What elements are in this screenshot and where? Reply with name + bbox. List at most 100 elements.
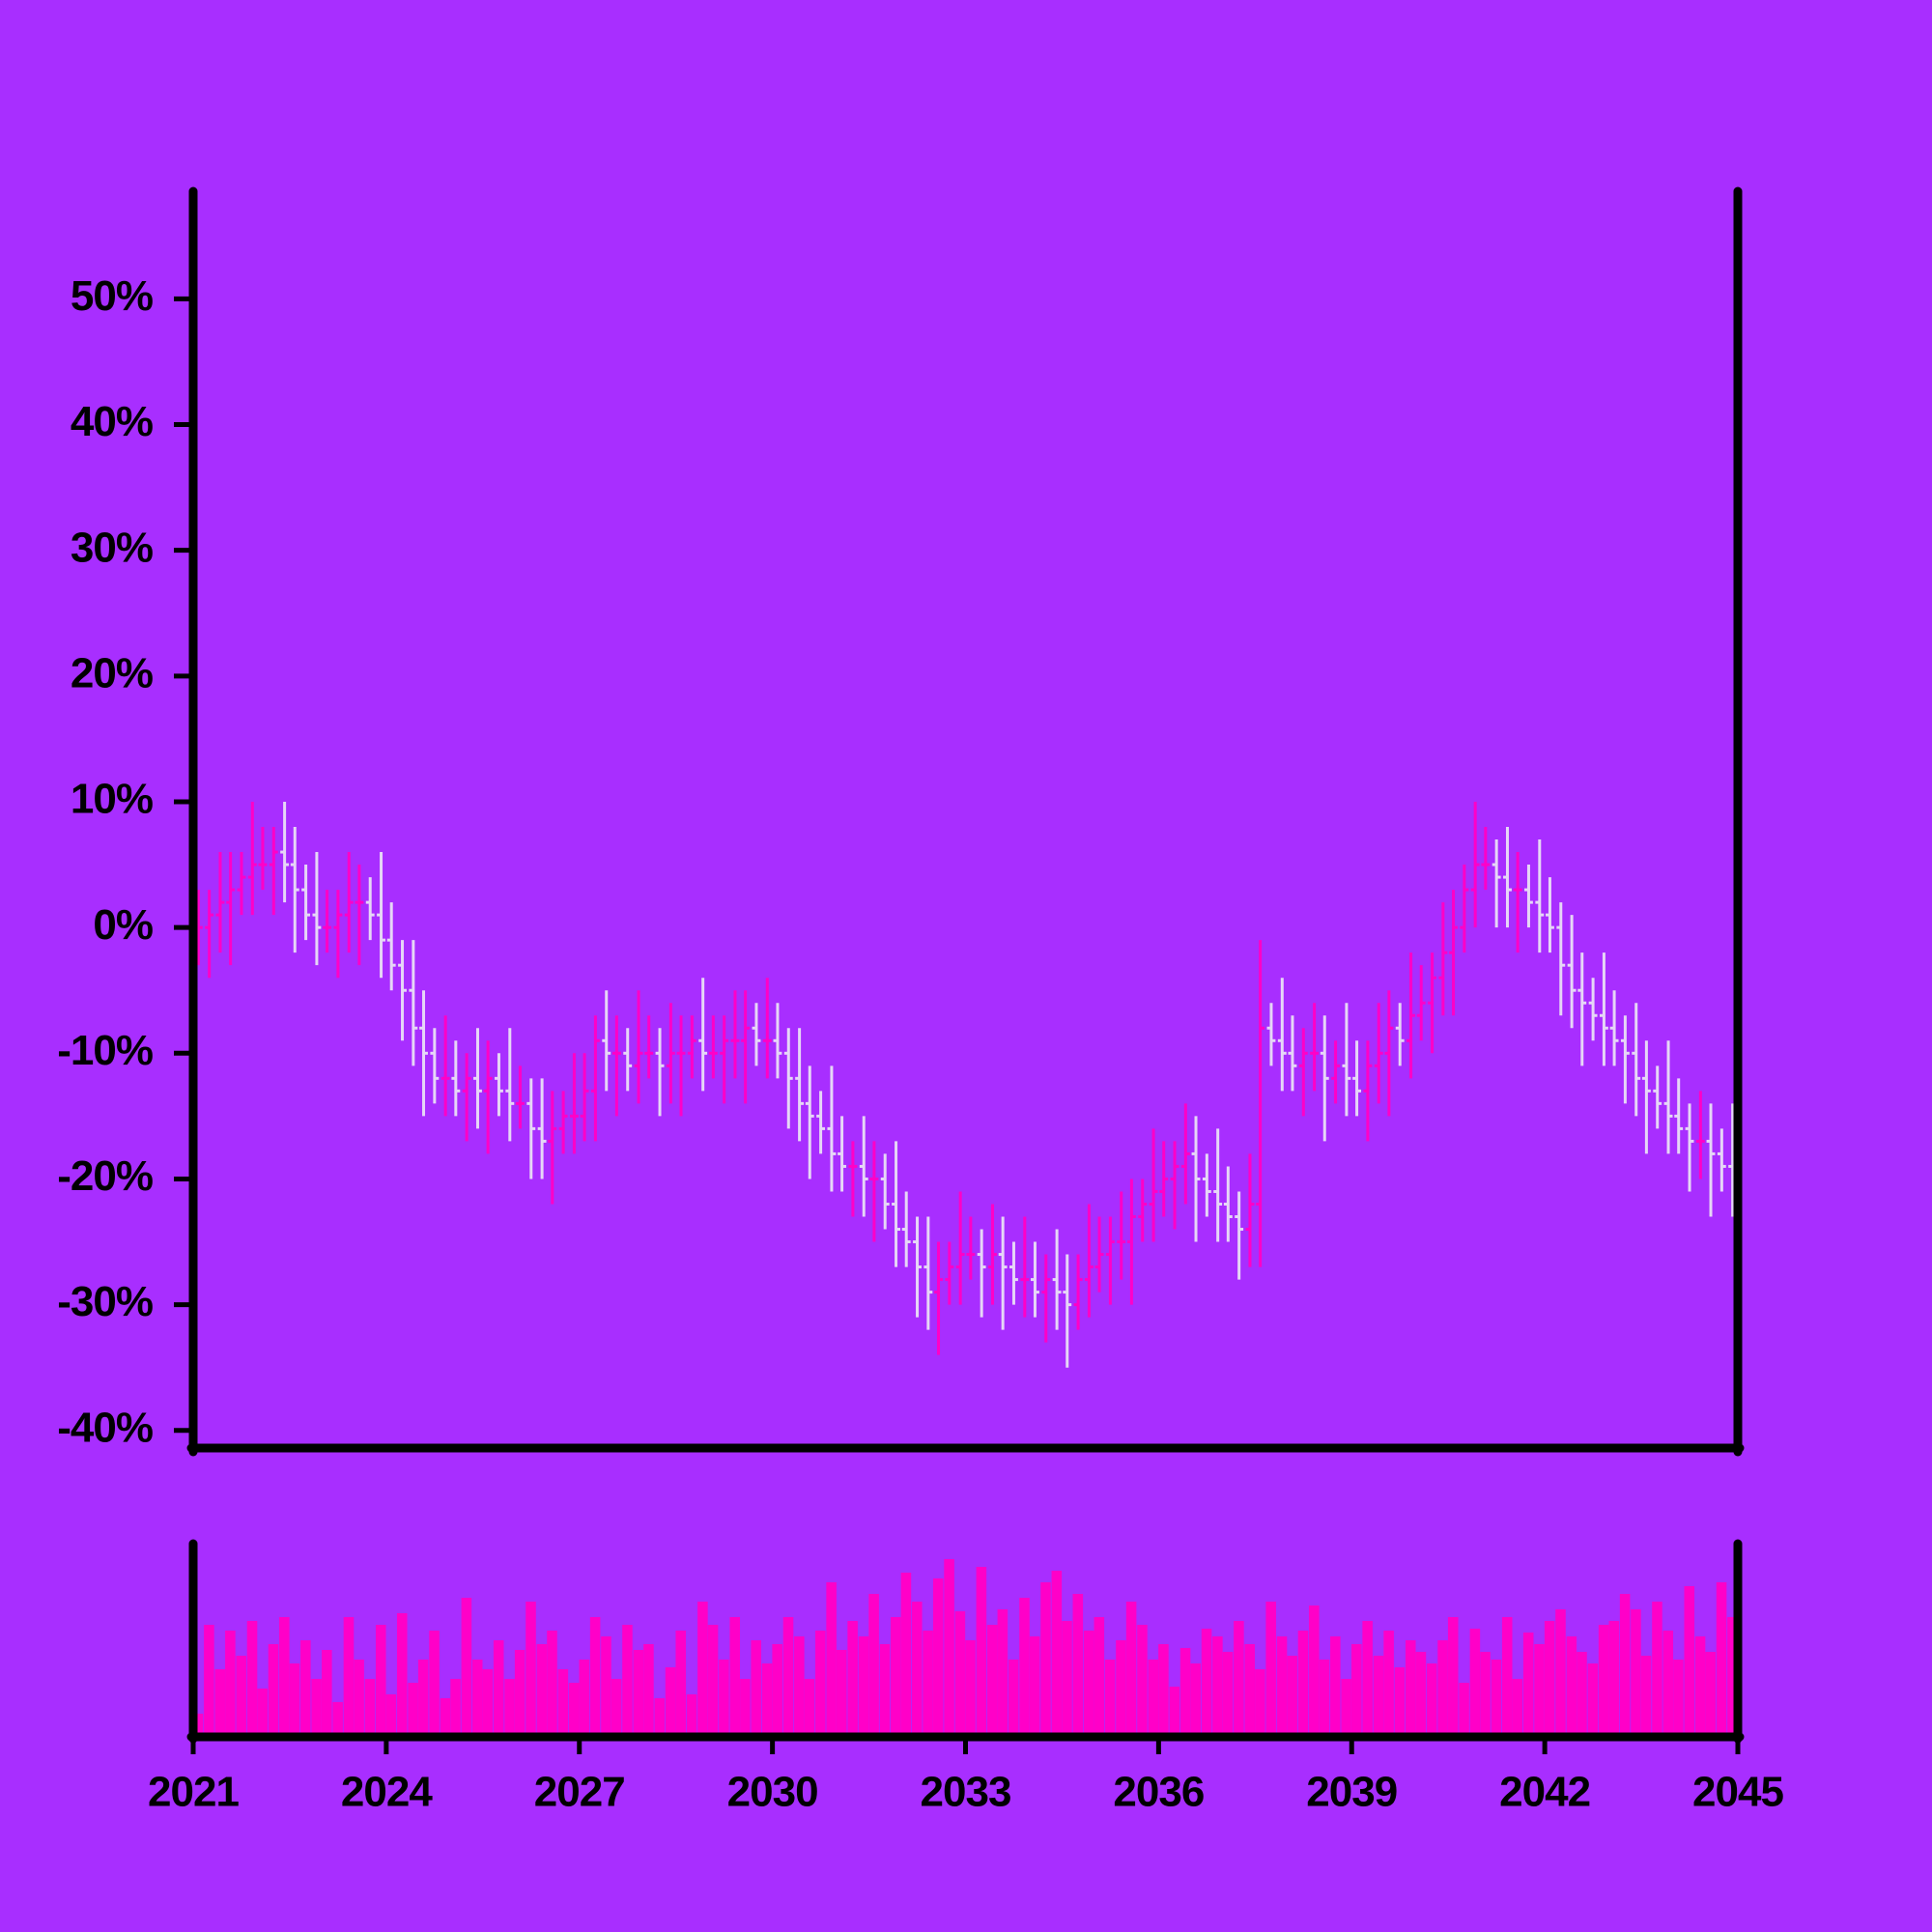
y-tick-label: 50% bbox=[71, 272, 153, 320]
volume-bar bbox=[1673, 1660, 1684, 1737]
volume-bar bbox=[686, 1694, 697, 1737]
volume-bar bbox=[965, 1640, 976, 1737]
y-tick-label: 20% bbox=[71, 649, 153, 696]
volume-bar bbox=[1116, 1640, 1126, 1737]
volume-bar bbox=[944, 1559, 954, 1737]
x-tick-label: 2030 bbox=[727, 1769, 818, 1816]
volume-bar bbox=[1125, 1602, 1137, 1737]
volume-bar bbox=[1008, 1660, 1019, 1737]
volume-bar bbox=[257, 1689, 268, 1737]
volume-bar bbox=[1341, 1679, 1351, 1737]
volume-bar bbox=[461, 1598, 472, 1737]
volume-bar bbox=[654, 1698, 666, 1737]
volume-bar bbox=[493, 1640, 504, 1737]
volume-bar bbox=[1415, 1652, 1427, 1737]
volume-bar bbox=[300, 1640, 311, 1737]
volume-bar bbox=[1405, 1640, 1416, 1737]
volume-bar bbox=[751, 1640, 761, 1737]
volume-bar bbox=[729, 1617, 740, 1737]
y-tick-label: -10% bbox=[57, 1027, 153, 1074]
volume-bar bbox=[417, 1660, 429, 1737]
volume-bar bbox=[1297, 1631, 1309, 1737]
volume-bar bbox=[1491, 1660, 1502, 1737]
volume-bar bbox=[322, 1650, 332, 1737]
volume-bar bbox=[997, 1609, 1009, 1737]
volume-bar bbox=[976, 1567, 987, 1737]
volume-bar bbox=[633, 1650, 644, 1737]
volume-bar bbox=[1716, 1582, 1727, 1737]
volume-bar bbox=[1148, 1660, 1159, 1737]
volume-bar bbox=[697, 1602, 708, 1737]
volume-bar bbox=[954, 1611, 966, 1737]
volume-bar bbox=[408, 1683, 418, 1737]
volume-bar bbox=[837, 1650, 847, 1737]
x-tick-label: 2027 bbox=[534, 1769, 625, 1816]
volume-bar bbox=[1426, 1663, 1437, 1737]
y-tick-label: 40% bbox=[71, 398, 153, 445]
volume-bar bbox=[482, 1669, 494, 1737]
volume-bar bbox=[1330, 1636, 1341, 1737]
x-tick-label: 2042 bbox=[1499, 1769, 1590, 1816]
volume-bar bbox=[1244, 1644, 1255, 1737]
volume-bar bbox=[847, 1621, 858, 1737]
volume-bar bbox=[794, 1636, 805, 1737]
y-tick-label: 30% bbox=[71, 524, 153, 571]
volume-bar bbox=[1480, 1652, 1491, 1737]
volume-bar bbox=[354, 1660, 364, 1737]
volume-bar bbox=[364, 1679, 376, 1737]
volume-bar bbox=[1169, 1687, 1180, 1737]
volume-bar bbox=[514, 1650, 526, 1737]
volume-bar bbox=[772, 1644, 782, 1737]
volume-bar bbox=[1652, 1602, 1662, 1737]
volume-bar bbox=[343, 1617, 355, 1737]
volume-bar bbox=[1234, 1621, 1244, 1737]
volume-bar bbox=[589, 1617, 601, 1737]
volume-bar bbox=[782, 1617, 794, 1737]
volume-bar bbox=[1566, 1636, 1577, 1737]
volume-bar bbox=[1137, 1625, 1148, 1737]
volume-bar bbox=[761, 1663, 773, 1737]
volume-bar bbox=[1447, 1617, 1459, 1737]
y-tick-label: 10% bbox=[71, 776, 153, 823]
volume-bar bbox=[1705, 1652, 1717, 1737]
volume-bar bbox=[1727, 1617, 1738, 1737]
volume-bar bbox=[557, 1669, 569, 1737]
volume-bar bbox=[1437, 1640, 1448, 1737]
volume-bar bbox=[868, 1594, 879, 1737]
volume-bar bbox=[932, 1578, 944, 1737]
volume-bar bbox=[1222, 1652, 1234, 1737]
volume-bar bbox=[1362, 1621, 1373, 1737]
volume-bar bbox=[536, 1644, 548, 1737]
volume-bar bbox=[471, 1660, 483, 1737]
volume-bar bbox=[1309, 1605, 1320, 1737]
volume-bar bbox=[268, 1644, 279, 1737]
volume-bar bbox=[622, 1625, 633, 1737]
y-tick-label: 0% bbox=[93, 901, 153, 949]
volume-bar bbox=[1265, 1602, 1276, 1737]
volume-bar bbox=[879, 1644, 891, 1737]
volume-bar bbox=[1694, 1636, 1706, 1737]
volume-bar bbox=[1555, 1609, 1566, 1737]
volume-bar bbox=[526, 1602, 536, 1737]
volume-bar bbox=[1587, 1663, 1599, 1737]
volume-bar bbox=[568, 1683, 580, 1737]
volume-bar bbox=[1158, 1644, 1169, 1737]
volume-bar bbox=[289, 1663, 300, 1737]
volume-bar bbox=[547, 1631, 557, 1737]
volume-bar bbox=[1640, 1656, 1652, 1737]
volume-bar bbox=[375, 1625, 386, 1737]
x-tick-label: 2033 bbox=[921, 1769, 1011, 1816]
volume-bar bbox=[1394, 1667, 1406, 1737]
volume-bar bbox=[1631, 1609, 1641, 1737]
volume-bar bbox=[1287, 1656, 1297, 1737]
volume-bar bbox=[719, 1660, 729, 1737]
volume-bar bbox=[804, 1679, 815, 1737]
volume-bar bbox=[923, 1631, 933, 1737]
volume-bar bbox=[1319, 1660, 1330, 1737]
volume-bar bbox=[1062, 1621, 1072, 1737]
volume-bar bbox=[450, 1679, 461, 1737]
volume-bar bbox=[579, 1660, 590, 1737]
volume-bar bbox=[1469, 1629, 1481, 1737]
